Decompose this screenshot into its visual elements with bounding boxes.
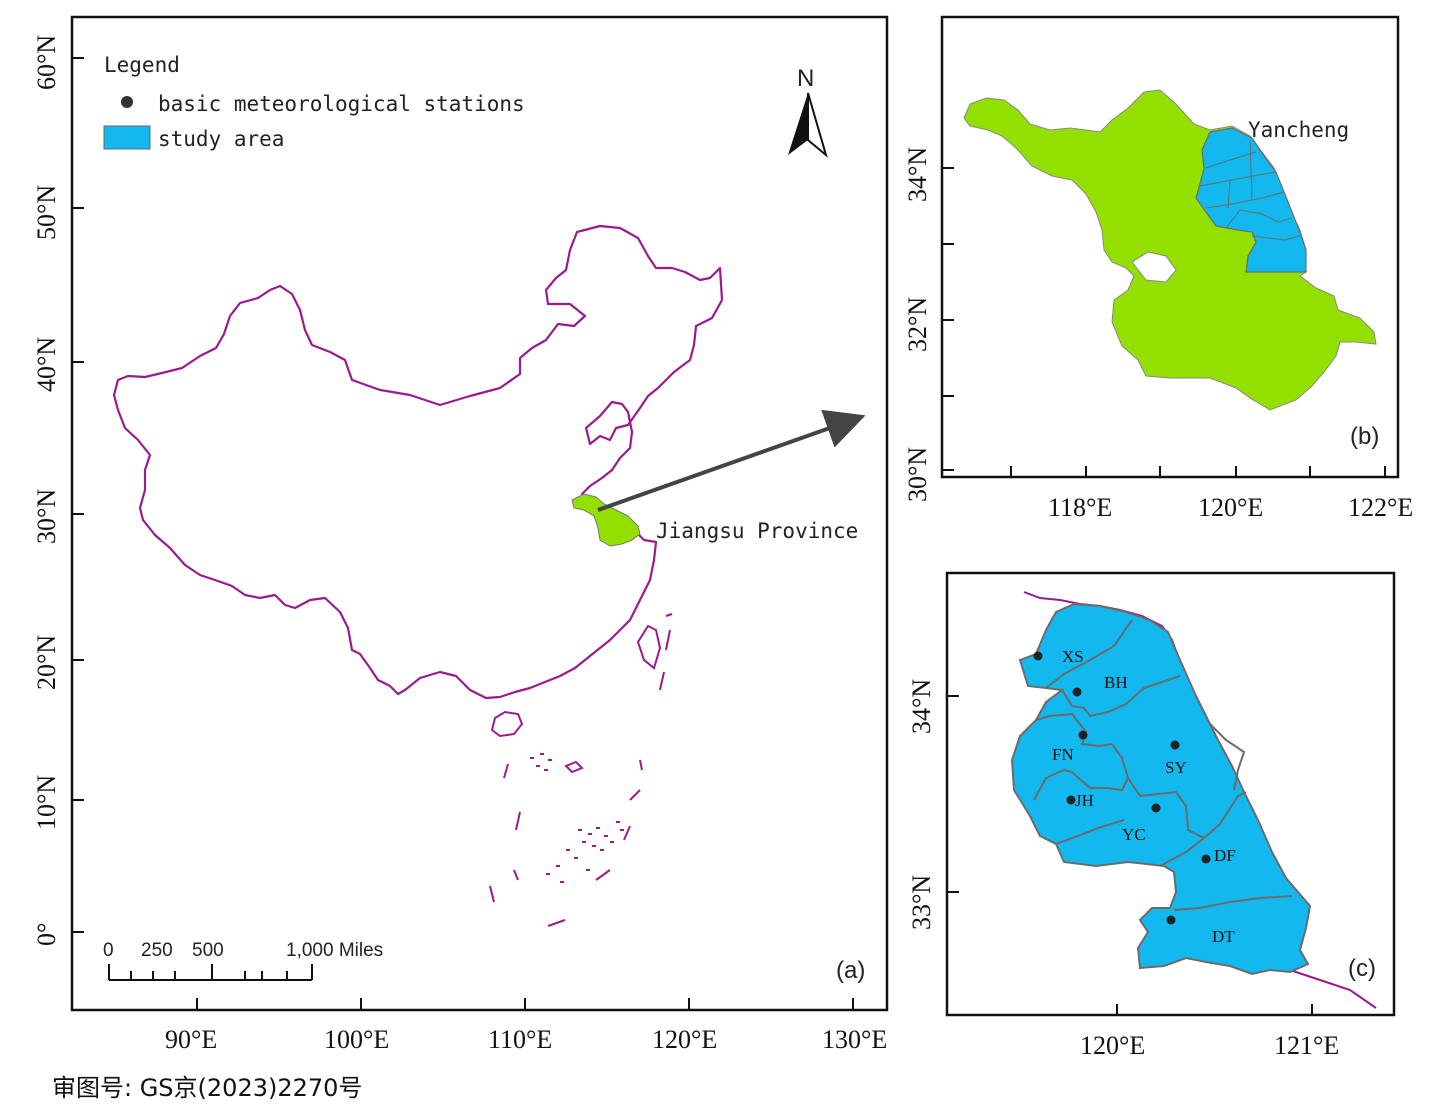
panel-a-x-axis: [196, 998, 854, 1010]
district-fn: FN: [1052, 745, 1074, 764]
panel-c-label: (c): [1348, 955, 1376, 982]
c-x-tick-120e: 120°E: [1080, 1031, 1145, 1060]
station-jh-icon: [1066, 795, 1076, 805]
x-tick-130e: 130°E: [822, 1025, 887, 1054]
district-dt: DT: [1212, 927, 1235, 946]
x-tick-90e: 90°E: [165, 1025, 217, 1054]
china-boundary: [112, 224, 724, 700]
district-xs: XS: [1062, 647, 1084, 666]
study-area-swatch-icon: [103, 125, 151, 150]
legend: Legend basic meteorological stations stu…: [103, 53, 525, 151]
stations: [1033, 651, 1211, 925]
y-tick-10n: 10°N: [32, 775, 61, 830]
station-yc-icon: [1151, 803, 1161, 813]
north-label: N: [797, 65, 814, 92]
station-xs-icon: [1033, 651, 1043, 661]
panel-a-label: (a): [836, 957, 865, 984]
scale-label-250: 250: [141, 940, 173, 961]
district-borders: [1033, 619, 1293, 911]
district-sy: SY: [1165, 758, 1187, 777]
district-jh: JH: [1075, 791, 1094, 810]
callout-arrow: [597, 409, 866, 512]
legend-station-label: basic meteorological stations: [158, 92, 525, 116]
panel-a-y-axis: [72, 57, 84, 933]
map-approval-number: 审图号: GS京(2023)2270号: [52, 1074, 363, 1102]
y-tick-60n: 60°N: [32, 35, 61, 90]
south-china-sea-islands: [489, 613, 673, 927]
c-x-tick-121e: 121°E: [1274, 1031, 1339, 1060]
b-y-tick-32n: 32°N: [903, 297, 932, 352]
district-bh: BH: [1104, 673, 1128, 692]
hainan-boundary: [490, 710, 524, 738]
study-area: [1010, 602, 1312, 976]
scale-bar: 0 250 500 1,000 Miles: [103, 940, 383, 981]
b-x-tick-122e: 122°E: [1348, 493, 1413, 522]
x-tick-110e: 110°E: [488, 1025, 552, 1054]
y-tick-0: 0°: [32, 923, 61, 946]
y-tick-40n: 40°N: [32, 337, 61, 392]
station-dt-icon: [1166, 915, 1176, 925]
x-tick-100e: 100°E: [324, 1025, 389, 1054]
district-yc: YC: [1122, 825, 1146, 844]
x-tick-120e: 120°E: [652, 1025, 717, 1054]
scale-label-500: 500: [192, 940, 224, 961]
taiwan-boundary: [636, 624, 662, 670]
b-y-tick-30n: 30°N: [903, 447, 932, 502]
panel-c: XS BH FN SY JH YC DF DT (c) 120°E 121°E …: [907, 571, 1396, 1060]
legend-study-area-label: study area: [158, 127, 284, 151]
panel-c-axes-ticks: [947, 695, 1313, 1015]
legend-title: Legend: [104, 53, 180, 77]
station-symbol-icon: [121, 96, 133, 108]
lake-area: [1131, 251, 1177, 283]
north-arrow-icon: N: [788, 65, 828, 158]
callout-label: Jiangsu Province: [656, 519, 858, 543]
district-df: DF: [1214, 846, 1236, 865]
station-sy-icon: [1170, 740, 1180, 750]
panel-b: Yancheng (b) 118°E 120°E 122°E 30°N 32°N…: [903, 15, 1413, 522]
y-tick-50n: 50°N: [32, 185, 61, 240]
panel-b-axes-ticks: [942, 167, 1386, 477]
panel-b-label: (b): [1350, 423, 1379, 450]
jiangsu-region-small: [571, 493, 641, 547]
b-y-tick-34n: 34°N: [903, 147, 932, 202]
c-y-tick-34n: 34°N: [907, 679, 936, 734]
scale-label-1000: 1,000 Miles: [286, 940, 383, 961]
b-x-tick-118e: 118°E: [1048, 493, 1112, 522]
yancheng-district-lines: [1199, 139, 1301, 241]
station-df-icon: [1201, 854, 1211, 864]
station-bh-icon: [1072, 687, 1082, 697]
station-fn-icon: [1078, 730, 1088, 740]
panel-a: Jiangsu Province Legend basic meteorolog…: [32, 15, 889, 1054]
scale-label-0: 0: [103, 940, 114, 961]
b-x-tick-120e: 120°E: [1198, 493, 1263, 522]
c-y-tick-33n: 33°N: [907, 875, 936, 930]
panel-b-frame: [940, 15, 1400, 479]
y-tick-20n: 20°N: [32, 635, 61, 690]
panel-c-frame: [945, 571, 1396, 1017]
y-tick-30n: 30°N: [32, 489, 61, 544]
panel-a-frame: [70, 15, 889, 1012]
yancheng-label: Yancheng: [1248, 118, 1349, 142]
